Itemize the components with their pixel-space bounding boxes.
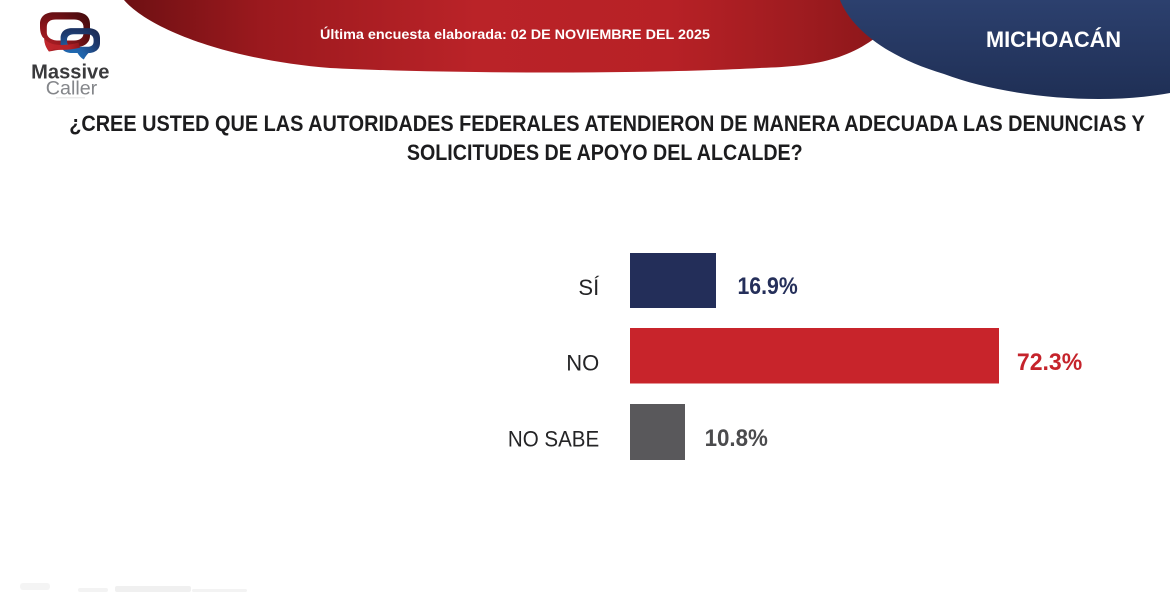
svg-text:Massive: Massive bbox=[31, 62, 109, 84]
svg-text:72.3%: 72.3% bbox=[1017, 349, 1082, 376]
svg-text:SÍ: SÍ bbox=[578, 275, 600, 300]
svg-text:Caller: Caller bbox=[46, 79, 98, 100]
svg-text:NO: NO bbox=[566, 350, 599, 375]
svg-text:NO SABE: NO SABE bbox=[508, 426, 599, 451]
svg-text:10.8%: 10.8% bbox=[705, 425, 768, 452]
svg-text:¿CREE USTED QUE LAS AUTORIDADE: ¿CREE USTED QUE LAS AUTORIDADES FEDERALE… bbox=[69, 111, 1145, 136]
svg-text:SOLICITUDES DE APOYO DEL ALCAL: SOLICITUDES DE APOYO DEL ALCALDE? bbox=[407, 140, 803, 165]
svg-text:Última encuesta elaborada: 02: Última encuesta elaborada: 02 DE NOVIEMB… bbox=[320, 25, 710, 42]
svg-text:16.9%: 16.9% bbox=[738, 273, 798, 300]
svg-text:MICHOACÁN: MICHOACÁN bbox=[986, 27, 1121, 52]
